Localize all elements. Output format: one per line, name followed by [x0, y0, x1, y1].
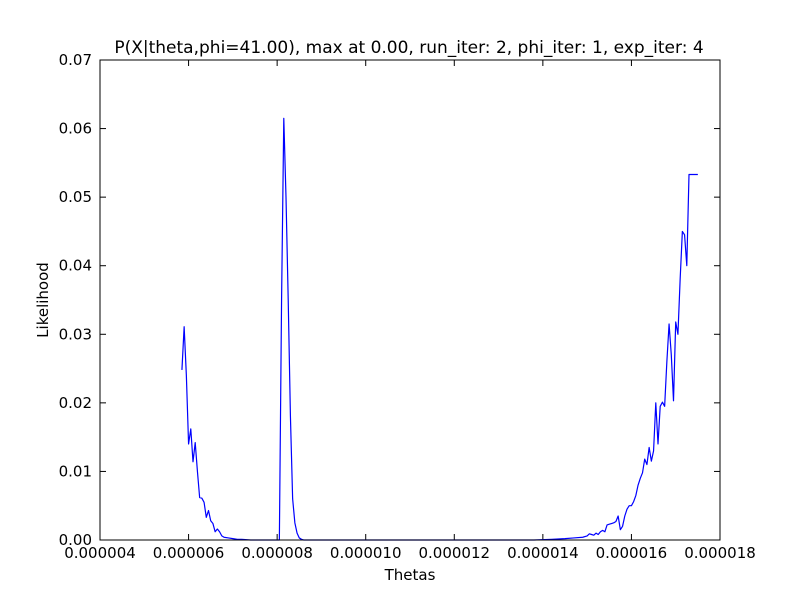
- series-line: [181, 117, 698, 541]
- y-tick-label: 0.00: [59, 531, 92, 549]
- x-tick-label: 0.000018: [684, 544, 756, 562]
- y-tick-label: 0.05: [59, 188, 92, 206]
- x-axis-label: Thetas: [384, 566, 436, 584]
- x-tick-label: 0.000014: [507, 544, 579, 562]
- x-tick-label: 0.000004: [64, 544, 136, 562]
- x-tick-label: 0.000006: [153, 544, 225, 562]
- y-tick-label: 0.01: [59, 462, 92, 480]
- y-tick-label: 0.03: [59, 325, 92, 343]
- y-tick-label: 0.07: [59, 51, 92, 69]
- chart-title: P(X|theta,phi=41.00), max at 0.00, run_i…: [114, 38, 703, 58]
- y-axis-label: Likelihood: [34, 262, 52, 338]
- x-tick-label: 0.000008: [241, 544, 313, 562]
- plot-area: [100, 60, 720, 540]
- plot-frame: [99, 59, 721, 541]
- x-tick-label: 0.000016: [596, 544, 668, 562]
- x-tick-label: 0.000012: [418, 544, 490, 562]
- tick-labels-layer: 0.000004 0.000006 0.000008 0.000010 0.000012…: [59, 51, 756, 562]
- y-tick-label: 0.06: [59, 120, 92, 138]
- y-tick-label: 0.04: [59, 257, 92, 275]
- y-tick-label: 0.02: [59, 394, 92, 412]
- x-tick-label: 0.000010: [330, 544, 402, 562]
